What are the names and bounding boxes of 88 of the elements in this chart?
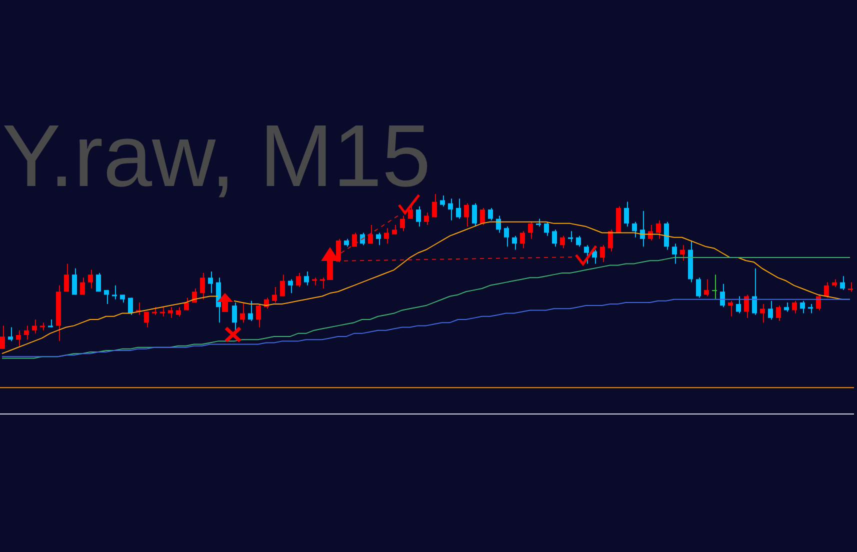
candlestick: [656, 220, 661, 240]
candlestick: [168, 306, 173, 318]
candlestick: [792, 300, 797, 314]
candlestick: [736, 296, 741, 314]
candlestick: [488, 207, 493, 221]
candlestick: [296, 272, 301, 288]
candlestick: [664, 221, 669, 250]
candlestick: [504, 226, 509, 248]
candlestick: [576, 235, 581, 248]
candlestick: [600, 244, 605, 263]
candlestick: [624, 201, 629, 228]
candlestick: [240, 302, 245, 324]
candlestick: [248, 300, 253, 322]
candlestick: [784, 302, 789, 312]
candlestick: [104, 290, 109, 304]
candlestick: [24, 325, 29, 340]
candlestick: [568, 230, 573, 243]
candlestick: [416, 206, 421, 228]
candlestick: [728, 300, 733, 317]
candlestick: [544, 221, 549, 236]
candlestick: [376, 232, 381, 246]
candlestick: [184, 297, 189, 311]
candlestick: [448, 198, 453, 221]
candlestick: [176, 306, 181, 317]
candlestick: [680, 244, 685, 262]
candlestick: [608, 229, 613, 252]
candlestick: [824, 282, 829, 298]
candlestick: [256, 304, 261, 328]
candlestick: [192, 288, 197, 303]
candlestick: [368, 224, 373, 244]
candlestick: [712, 274, 717, 300]
candlestick: [392, 224, 397, 235]
candlestick: [520, 230, 525, 249]
candlestick: [128, 297, 133, 316]
candlestick: [232, 302, 237, 331]
candlestick: [480, 207, 485, 226]
chart-title: Y.raw, M15: [2, 106, 431, 205]
candlestick: [648, 224, 653, 241]
candlestick: [96, 272, 101, 292]
candlestick: [144, 311, 149, 328]
candlestick: [696, 277, 701, 298]
candlestick: [72, 268, 77, 296]
candlestick: [32, 318, 37, 334]
candlestick: [776, 305, 781, 322]
candlestick: [744, 294, 749, 318]
candlestick: [64, 263, 69, 292]
candlestick: [560, 235, 565, 249]
candlestick: [88, 269, 93, 290]
candlestick: [512, 235, 517, 250]
candlestick: [16, 330, 21, 346]
candlestick: [472, 202, 477, 228]
candlestick: [720, 283, 725, 308]
candlestick: [808, 304, 813, 314]
candlestick: [848, 282, 853, 292]
candlestick: [200, 272, 205, 300]
candlestick: [112, 284, 117, 300]
candlestick: [272, 286, 277, 303]
candlestick: [632, 221, 637, 238]
candlestick: [320, 277, 325, 290]
candlestick: [408, 204, 413, 220]
candlestick: [384, 228, 389, 244]
candlestick: [640, 210, 645, 248]
candlestick: [336, 238, 341, 263]
candlestick: [800, 300, 805, 314]
candlestick: [440, 195, 445, 207]
candlestick: [288, 278, 293, 294]
candlestick: [0, 325, 5, 350]
candlestick: [840, 276, 845, 291]
candlestick: [752, 268, 757, 316]
candlestick: [80, 277, 85, 296]
candlestick: [8, 326, 13, 342]
candlestick: [704, 278, 709, 297]
candlestick: [760, 304, 765, 324]
candlestick: [584, 244, 589, 264]
candlestick: [592, 249, 597, 264]
candlestick: [424, 212, 429, 226]
candlestick: [552, 229, 557, 248]
candlestick: [208, 270, 213, 294]
candlestick: [672, 243, 677, 264]
candlestick: [160, 306, 165, 317]
candlestick: [400, 215, 405, 232]
candlestick: [280, 274, 285, 297]
candlestick: [456, 198, 461, 220]
candlestick: [464, 202, 469, 228]
candlestick: [528, 221, 533, 240]
candlestick: [304, 270, 309, 286]
candlestick: [768, 300, 773, 320]
candlestick: [432, 194, 437, 218]
